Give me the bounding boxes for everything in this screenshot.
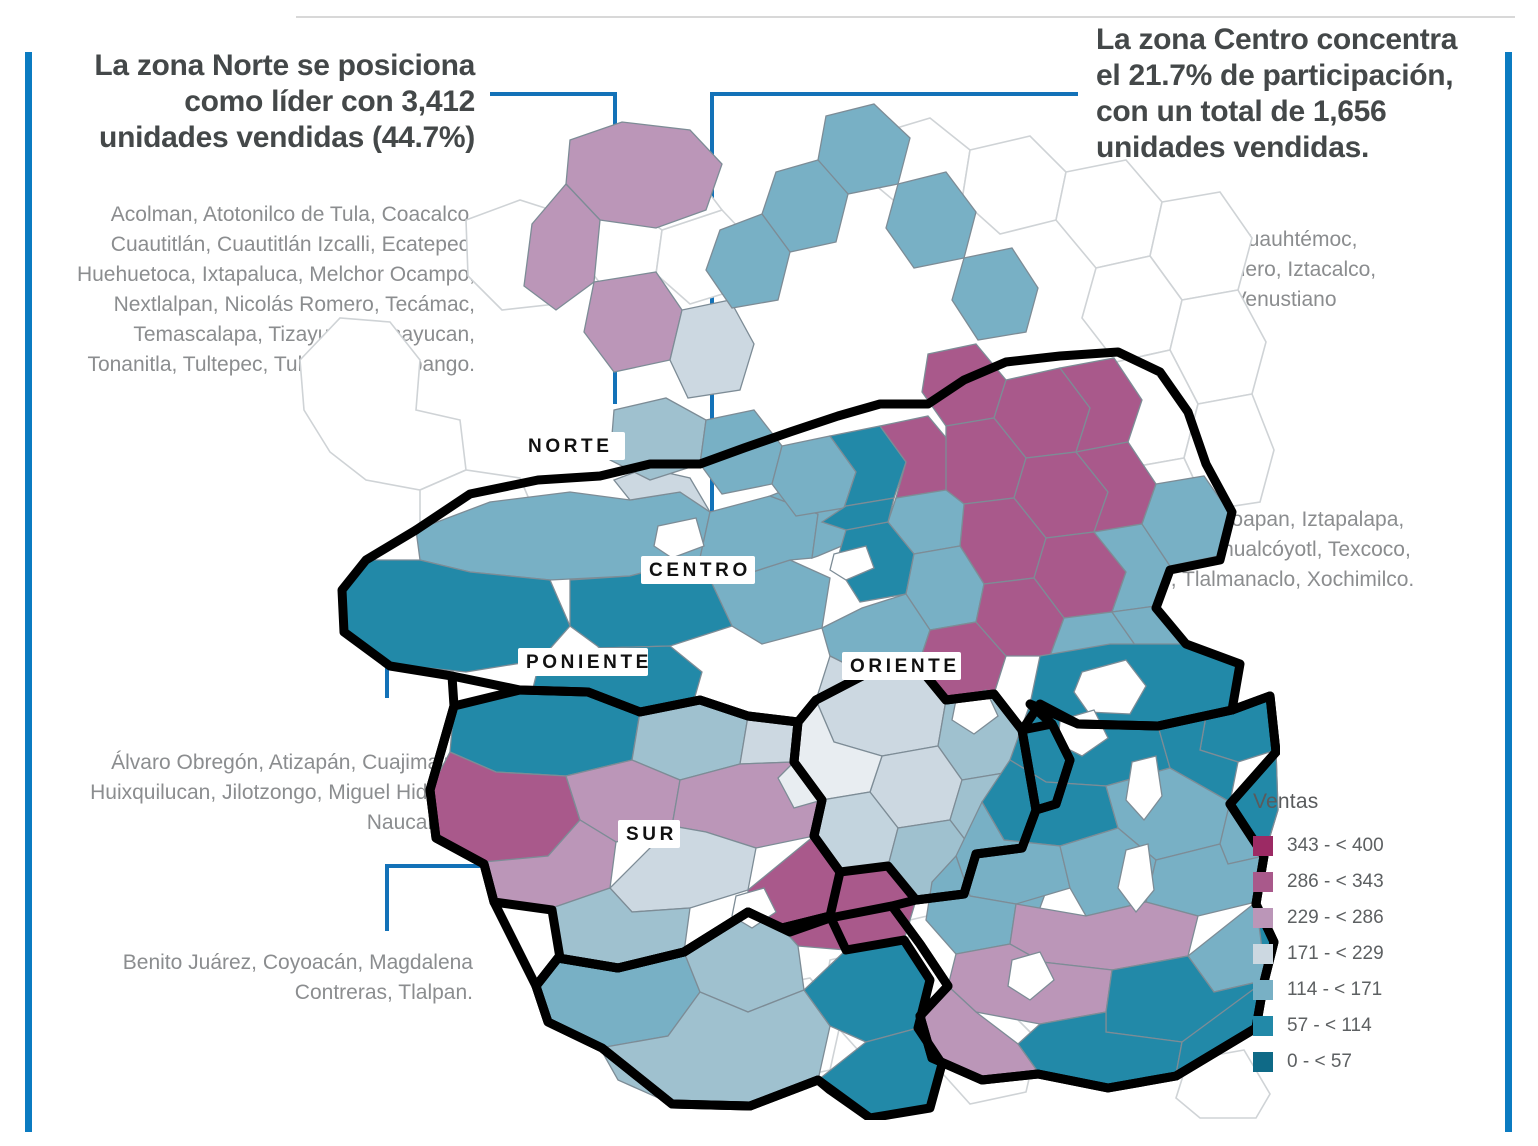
legend-label: 286 - < 343 xyxy=(1287,871,1384,892)
legend-swatch xyxy=(1253,1052,1273,1072)
svg-text:NORTE: NORTE xyxy=(528,436,613,457)
svg-text:SUR: SUR xyxy=(626,824,677,845)
legend-label: 57 - < 114 xyxy=(1287,1015,1372,1036)
top-divider-line xyxy=(296,16,1515,18)
norte-heading: La zona Norte se posiciona como líder co… xyxy=(94,49,475,154)
centro-heading: La zona Centro concentra el 21.7% de par… xyxy=(1096,23,1458,164)
left-accent-bar xyxy=(25,52,32,1132)
legend-row: 343 - < 400 xyxy=(1253,828,1453,864)
svg-text:CENTRO: CENTRO xyxy=(649,560,751,581)
choropleth-map: NORTE CENTRO PONIENTE ORIENTE SUR xyxy=(299,103,1280,1120)
legend-label: 114 - < 171 xyxy=(1287,979,1383,1000)
centro-leader-horizontal xyxy=(710,92,1078,96)
legend-swatch xyxy=(1253,1016,1273,1036)
map-legend: Ventas 343 - < 400 286 - < 343 229 - < 286… xyxy=(1253,790,1453,1080)
legend-row: 229 - < 286 xyxy=(1253,900,1453,936)
zone-label-oriente: ORIENTE xyxy=(842,652,961,680)
legend-row: 114 - < 171 xyxy=(1253,972,1453,1008)
legend-row: 171 - < 229 xyxy=(1253,936,1453,972)
legend-row: 286 - < 343 xyxy=(1253,864,1453,900)
legend-swatch xyxy=(1253,908,1273,928)
zone-label-centro: CENTRO xyxy=(641,556,755,584)
zone-label-sur: SUR xyxy=(618,820,680,848)
legend-row: 57 - < 114 xyxy=(1253,1008,1453,1044)
legend-swatch xyxy=(1253,836,1273,856)
zone-label-norte: NORTE xyxy=(520,432,625,460)
legend-swatch xyxy=(1253,944,1273,964)
legend-title: Ventas xyxy=(1253,790,1319,813)
sur-municipios-list: Benito Juárez, Coyoacán, Magdalena Contr… xyxy=(122,951,473,1004)
legend-label: 343 - < 400 xyxy=(1287,835,1384,856)
zone-labels: NORTE CENTRO PONIENTE ORIENTE SUR xyxy=(518,432,961,848)
legend-row: 0 - < 57 xyxy=(1253,1044,1453,1080)
legend-label: 0 - < 57 xyxy=(1287,1051,1352,1072)
legend-swatch xyxy=(1253,980,1273,1000)
zone-label-poniente: PONIENTE xyxy=(518,648,652,676)
right-accent-bar xyxy=(1505,52,1512,1132)
svg-text:PONIENTE: PONIENTE xyxy=(526,652,652,673)
legend-label: 229 - < 286 xyxy=(1287,907,1384,928)
zone-outline-oriente xyxy=(887,691,1280,1093)
metro-municipalities xyxy=(341,103,1279,1117)
sur-leader-vertical xyxy=(385,864,389,931)
svg-text:ORIENTE: ORIENTE xyxy=(850,656,960,677)
norte-leader-horizontal xyxy=(490,92,617,96)
legend-swatch xyxy=(1253,872,1273,892)
legend-label: 171 - < 229 xyxy=(1287,943,1384,964)
